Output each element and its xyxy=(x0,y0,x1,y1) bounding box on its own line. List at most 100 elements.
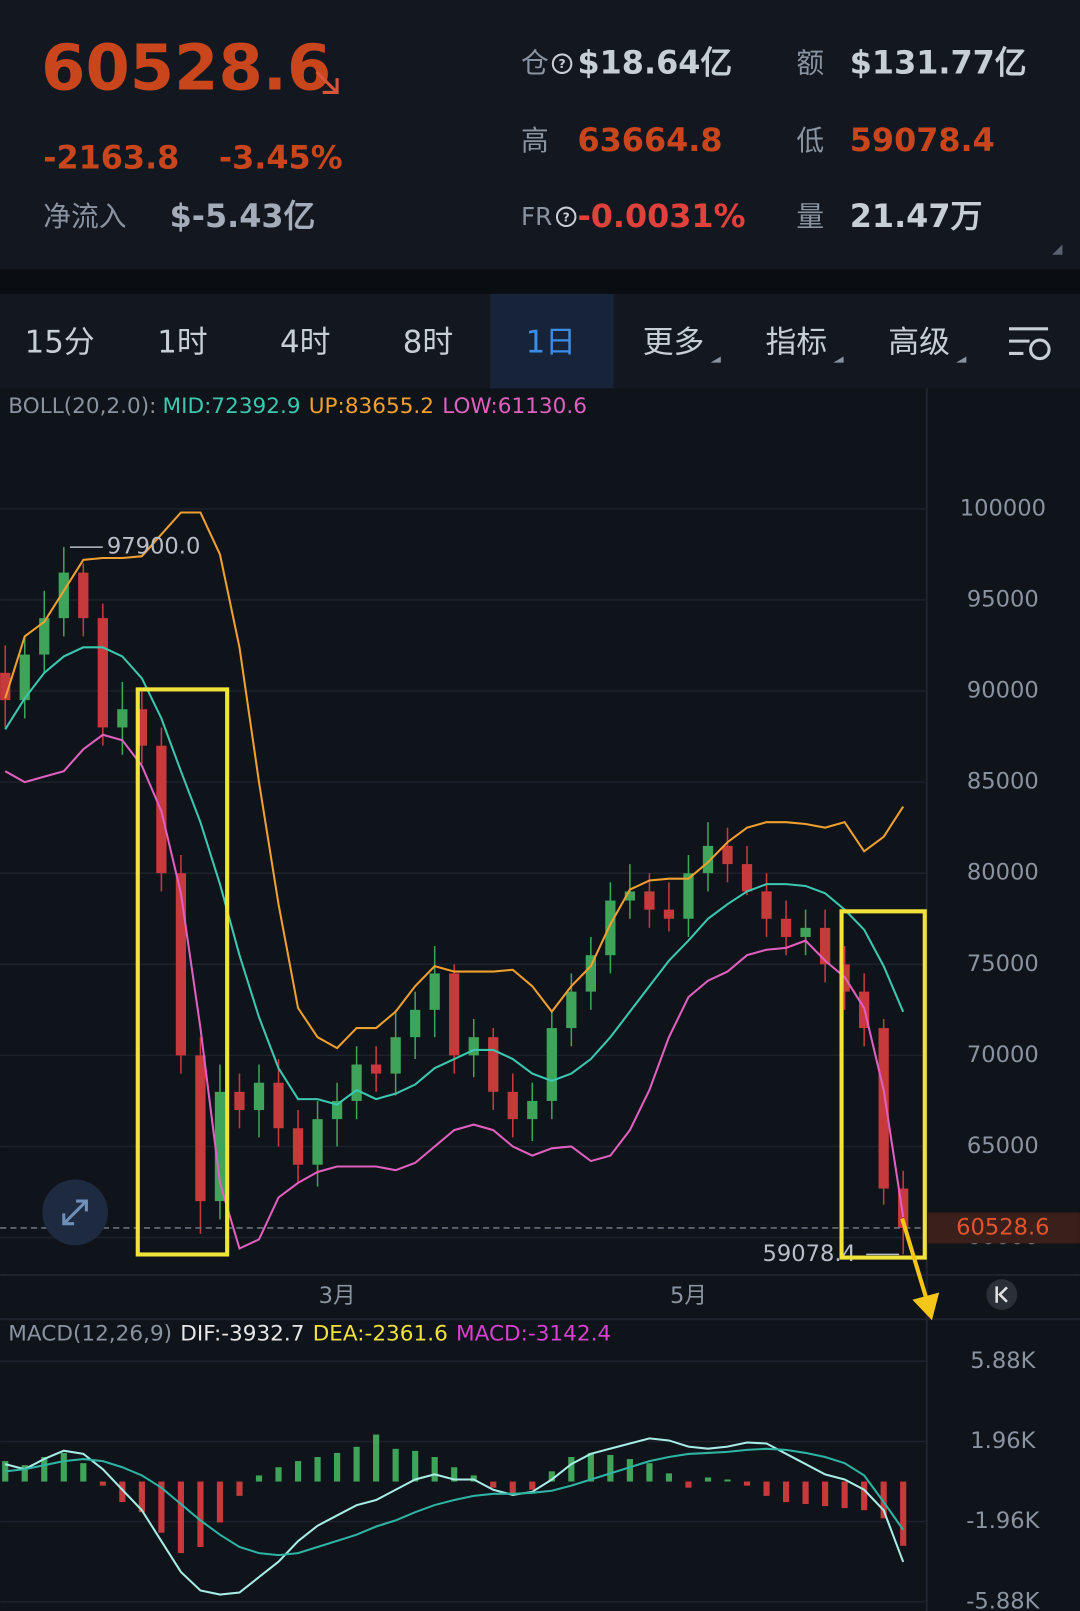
scroll-to-latest[interactable] xyxy=(986,1279,1018,1310)
tab[interactable]: 高级 xyxy=(888,325,950,361)
histogram-bar xyxy=(60,1452,67,1482)
stat-label: FR xyxy=(521,202,552,231)
histogram-bar xyxy=(841,1481,848,1509)
histogram-bar xyxy=(275,1467,282,1482)
y-tick-label: 75000 xyxy=(967,951,1039,977)
y-tick-label: 90000 xyxy=(967,678,1039,704)
header: 60528.6 -2163.8 -3.45% 净流入 $-5.43亿 仓 ? $… xyxy=(41,31,1063,255)
legend-entry: LOW:61130.6 xyxy=(442,394,587,419)
candle-body xyxy=(761,891,772,919)
tab[interactable]: 8时 xyxy=(403,325,453,361)
histogram-bar xyxy=(21,1465,28,1482)
dropdown-indicator xyxy=(710,356,721,363)
candle-body xyxy=(117,709,128,728)
candle-body xyxy=(722,845,733,865)
histogram-bar xyxy=(334,1452,341,1482)
indicator-line xyxy=(4,1437,905,1596)
tab[interactable]: 1时 xyxy=(157,325,207,361)
histogram-bar xyxy=(724,1479,731,1482)
legend-entry: DEA:-2361.6 xyxy=(313,1322,448,1347)
price-change: -2163.8 xyxy=(43,138,179,176)
histogram-bar xyxy=(99,1481,106,1486)
y-tick-label: 70000 xyxy=(967,1042,1039,1068)
histogram-bar xyxy=(138,1481,145,1513)
stat-label: 量 xyxy=(796,200,824,233)
indicator-line xyxy=(4,511,905,1050)
candle-body xyxy=(644,891,655,910)
macd-legend: MACD(12,26,9) DIF:-3932.7 DEA:-2361.6 MACD:… xyxy=(8,1322,611,1347)
y-tick-label: -5.88K xyxy=(966,1588,1040,1611)
expand-corner[interactable] xyxy=(1052,244,1063,255)
arrow-head xyxy=(912,1292,940,1321)
candle-body xyxy=(234,1091,245,1111)
stat-value: -0.0031% xyxy=(578,197,746,235)
histogram-bar xyxy=(294,1461,302,1482)
highlight-box xyxy=(839,909,927,1260)
candle-body xyxy=(390,1037,401,1074)
histogram-bar xyxy=(802,1481,809,1505)
last-price-box xyxy=(927,1212,1080,1244)
candle-body xyxy=(663,909,675,919)
histogram-bar xyxy=(607,1454,614,1482)
candle-body xyxy=(566,991,577,1029)
candle-body xyxy=(39,618,50,655)
last-price: 60528.6 xyxy=(41,31,331,105)
y-tick-label: 1.96K xyxy=(970,1428,1036,1454)
histogram-bar xyxy=(548,1471,555,1482)
stat-value: $131.77亿 xyxy=(850,44,1027,82)
histogram-bar xyxy=(412,1450,419,1482)
candle-body xyxy=(819,927,831,965)
help-icon[interactable] xyxy=(551,53,573,74)
tab[interactable]: 指标 xyxy=(766,325,828,361)
boll-legend: BOLL(20,2.0): MID:72392.9 UP:83655.2 LOW:61… xyxy=(8,394,587,419)
tab[interactable]: 1日 xyxy=(526,325,576,361)
header-panel xyxy=(0,0,1080,270)
candle-body xyxy=(449,973,460,1056)
tabs: 15分 1时 4时 8时 1日 更多 指标 高级 xyxy=(25,293,967,389)
histogram-bar xyxy=(80,1463,87,1482)
candle-body xyxy=(58,572,69,619)
candle-body xyxy=(429,973,440,1010)
annotations xyxy=(135,687,940,1321)
histogram-bar xyxy=(490,1481,497,1488)
histogram-bar xyxy=(119,1481,126,1502)
stat-value: 63664.8 xyxy=(578,121,723,159)
candle-body xyxy=(273,1082,284,1129)
indicator-line xyxy=(5,1447,905,1557)
tab[interactable]: 4时 xyxy=(280,325,330,361)
histogram-bar xyxy=(900,1481,907,1546)
histogram-bar xyxy=(451,1467,458,1482)
expand-button[interactable] xyxy=(42,1179,108,1246)
stat-label: 仓 xyxy=(521,47,549,80)
stat-label: 高 xyxy=(521,124,549,157)
histogram-bar xyxy=(685,1481,692,1488)
histogram-bar xyxy=(880,1481,887,1519)
net-inflow: $-5.43亿 xyxy=(170,197,316,235)
tab[interactable]: 更多 xyxy=(643,325,705,361)
candle-body xyxy=(195,1055,206,1202)
candle-body xyxy=(488,1037,499,1092)
histogram-bar xyxy=(704,1477,712,1482)
dropdown-indicator xyxy=(833,356,844,363)
stat-value: 21.47万 xyxy=(850,197,983,235)
settings-icon[interactable] xyxy=(1009,327,1051,361)
legend-entry: DIF:-3932.7 xyxy=(180,1322,304,1347)
histogram-bar xyxy=(665,1473,673,1482)
candle-body xyxy=(468,1037,479,1056)
histogram-bar xyxy=(216,1481,224,1523)
legend-entry: MACD:-3142.4 xyxy=(456,1322,611,1347)
histogram-bar xyxy=(782,1481,790,1502)
y-tick-label: 65000 xyxy=(967,1133,1039,1159)
indicator-label: MACD(12,26,9) xyxy=(8,1322,172,1347)
histogram-bar xyxy=(177,1481,184,1554)
candle-body xyxy=(585,955,596,992)
histogram-bar xyxy=(529,1481,536,1490)
y-tick-label: 80000 xyxy=(967,860,1039,886)
histogram-bar xyxy=(314,1457,321,1482)
tab[interactable]: 15分 xyxy=(25,325,95,361)
candle-body xyxy=(741,864,753,892)
indicator-line xyxy=(4,733,905,1250)
candle-body xyxy=(624,891,636,901)
help-icon[interactable] xyxy=(555,206,577,228)
